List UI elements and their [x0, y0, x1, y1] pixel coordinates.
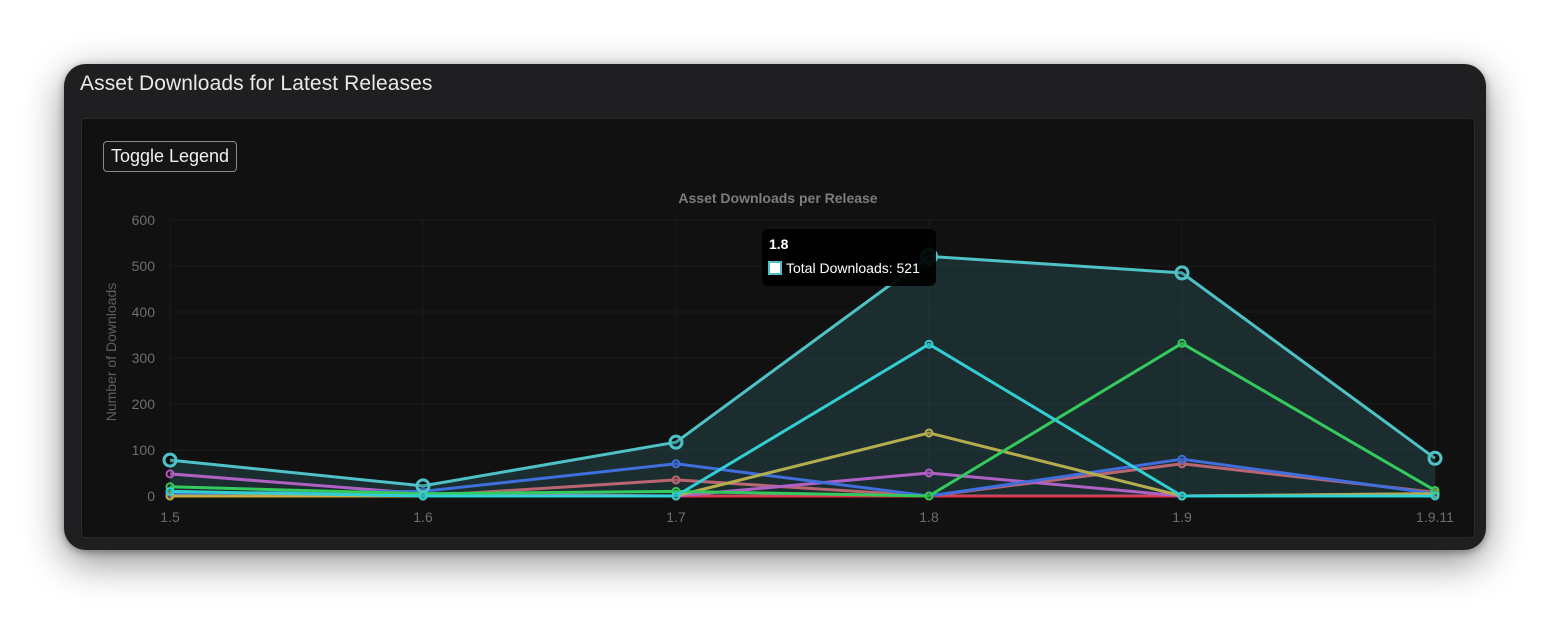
series-line	[169, 342, 1435, 498]
chart-title: Asset Downloads per Release	[678, 190, 877, 206]
series-point	[924, 428, 934, 438]
tooltip-title: 1.8	[769, 236, 789, 252]
total-downloads-point	[1174, 265, 1190, 281]
series-point	[165, 486, 175, 496]
downloads-line-chart: Asset Downloads per Release 0 100 200 300 400…	[103, 190, 1454, 525]
total-downloads-line	[169, 254, 1436, 488]
card-title: Asset Downloads for Latest Releases	[80, 72, 433, 95]
total-downloads-point	[668, 434, 684, 450]
series-point	[924, 339, 934, 349]
y-tick-label: 600	[132, 212, 156, 228]
total-downloads-point	[415, 478, 431, 494]
x-tick-label: 1.7	[666, 509, 686, 525]
series-point	[924, 491, 934, 501]
y-tick-label: 300	[132, 350, 156, 366]
toggle-legend-button[interactable]: Toggle Legend	[103, 141, 237, 172]
asset-downloads-card: Asset Downloads for Latest Releases Togg…	[64, 64, 1486, 550]
series-point	[671, 491, 681, 501]
y-tick-label: 500	[132, 258, 156, 274]
y-tick-label: 200	[132, 396, 156, 412]
chart-tooltip: 1.8 Total Downloads: 521	[762, 229, 936, 286]
x-tick-label: 1.6	[413, 509, 433, 525]
series-point	[671, 475, 681, 485]
series-point	[165, 469, 175, 479]
series-point	[671, 459, 681, 469]
y-tick-label: 0	[147, 488, 155, 504]
series-point	[1177, 454, 1187, 464]
series-point	[1177, 491, 1187, 501]
y-tick-label: 100	[132, 442, 156, 458]
series-line	[169, 341, 1436, 498]
y-tick-label: 400	[132, 304, 156, 320]
y-axis-title: Number of Downloads	[103, 283, 119, 422]
x-tick-label: 1.8	[919, 509, 939, 525]
total-downloads-point	[1427, 450, 1443, 466]
chart-panel: Toggle Legend Asset Downloads per Releas…	[81, 118, 1475, 538]
x-tick-label: 1.9	[1172, 509, 1192, 525]
x-tick-label: 1.5	[160, 509, 180, 525]
x-tick-label: 1.9.11	[1416, 509, 1454, 525]
total-downloads-point	[162, 452, 178, 468]
series-point	[1177, 338, 1187, 348]
tooltip-value: Total Downloads: 521	[786, 260, 920, 276]
series-area	[170, 256, 1435, 496]
series-point	[924, 468, 934, 478]
series-point	[1430, 491, 1440, 501]
tooltip-color-swatch	[768, 261, 782, 275]
